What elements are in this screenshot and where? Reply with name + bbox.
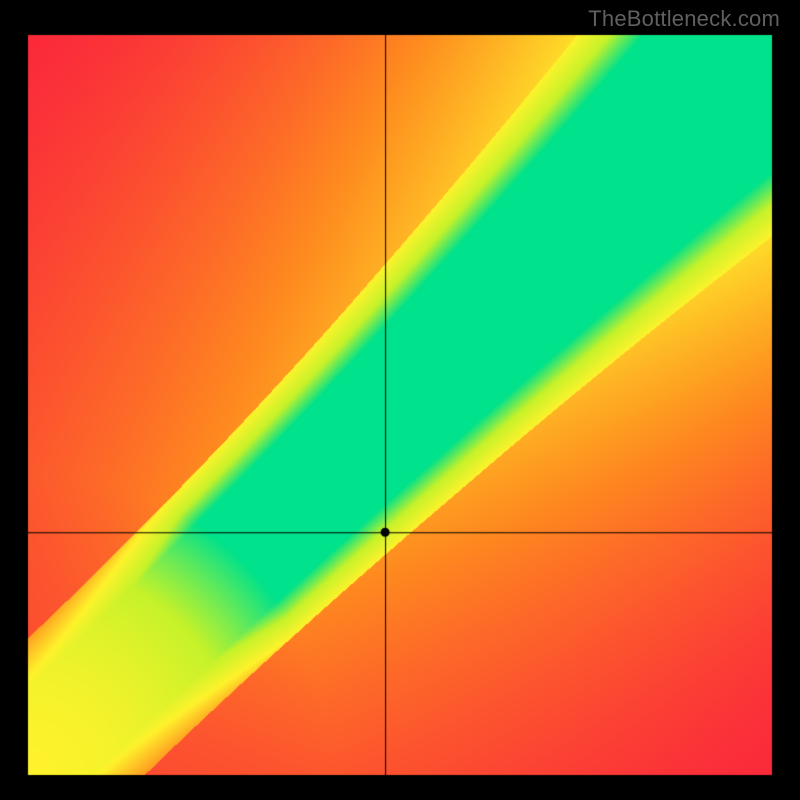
bottleneck-heatmap: [0, 0, 800, 800]
watermark-label: TheBottleneck.com: [588, 6, 780, 32]
root: { "watermark": { "text": "TheBottleneck.…: [0, 0, 800, 800]
